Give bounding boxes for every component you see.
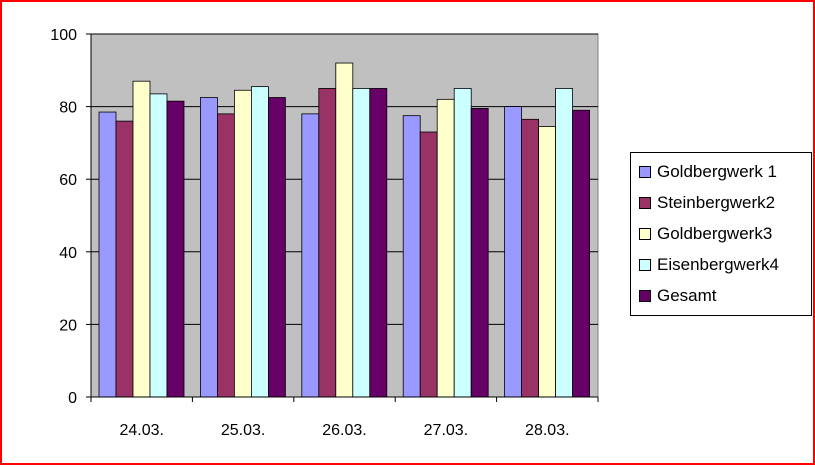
bar [250, 86, 269, 398]
y-tick-label: 0 [68, 390, 77, 407]
bar [233, 89, 252, 398]
bar [572, 109, 590, 398]
bar [199, 97, 218, 398]
x-category-label: 25.03. [221, 422, 265, 439]
y-tick-label: 80 [59, 100, 77, 117]
legend-item: Goldbergwerk3 [639, 218, 811, 249]
axis-ticks [86, 33, 599, 402]
bar [301, 113, 320, 398]
bar [555, 88, 573, 398]
y-tick-labels: 0 20 40 60 80 100 [50, 27, 77, 407]
legend-swatch [639, 289, 651, 302]
bar [419, 131, 438, 398]
legend-item: Eisenbergwerk4 [639, 249, 811, 280]
y-tick-label: 60 [59, 172, 77, 189]
x-category-label: 28.03. [525, 422, 569, 439]
bar [538, 126, 556, 398]
y-tick-label: 100 [50, 27, 77, 44]
x-category-label: 24.03. [119, 422, 163, 439]
y-tick-label: 40 [59, 245, 77, 262]
bar [216, 113, 235, 398]
legend-swatch [639, 165, 651, 178]
legend-label: Goldbergwerk 1 [657, 161, 778, 181]
legend-label: Goldbergwerk3 [657, 223, 773, 243]
bar [369, 88, 388, 398]
bar [335, 62, 354, 398]
legend-label: Steinbergwerk2 [657, 192, 776, 212]
bar [115, 120, 134, 398]
legend-label: Eisenbergwerk4 [657, 254, 779, 274]
x-category-label: 27.03. [424, 422, 468, 439]
bar [402, 115, 421, 398]
legend-label: Gesamt [657, 285, 717, 305]
bar [166, 100, 185, 398]
y-tick-label: 20 [59, 317, 77, 334]
bar [521, 118, 539, 398]
legend-item: Goldbergwerk 1 [639, 156, 811, 187]
bar [149, 93, 168, 398]
legend-swatch [639, 258, 651, 271]
bar [318, 88, 337, 398]
bar [436, 98, 455, 398]
bar [470, 108, 489, 398]
legend-swatch [639, 227, 651, 240]
bar [352, 88, 371, 398]
bar [98, 111, 117, 398]
legend: Goldbergwerk 1 Steinbergwerk2 Goldbergwe… [630, 152, 812, 316]
bar [132, 80, 151, 398]
legend-item: Gesamt [639, 280, 811, 311]
bar [504, 106, 523, 398]
legend-item: Steinbergwerk2 [639, 187, 811, 218]
bar [267, 97, 286, 398]
legend-swatch [639, 196, 651, 209]
bars [98, 62, 590, 398]
bar [453, 88, 472, 398]
x-category-label: 26.03. [322, 422, 366, 439]
x-tick-labels: 24.03. 25.03. 26.03. 27.03. 28.03. [119, 422, 569, 439]
